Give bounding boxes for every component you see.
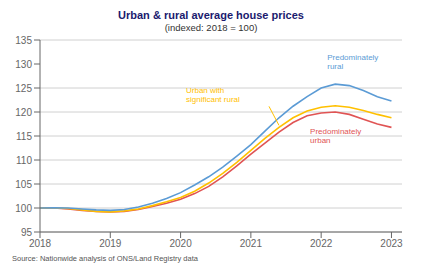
svg-text:Urban withsignificant rural: Urban withsignificant rural [186,86,240,104]
svg-text:125: 125 [15,83,32,94]
html-text:Urban & rural average house pr: Urban & rural average house prices [118,9,304,21]
svg-text:115: 115 [16,131,32,142]
html-text:Source: Nationwide analysis of: Source: Nationwide analysis of ONS/Land … [12,254,198,263]
svg-text:2018: 2018 [29,238,52,249]
svg-text:105: 105 [15,179,32,190]
svg-text:2021: 2021 [240,238,263,249]
svg-text:2019: 2019 [99,238,122,249]
svg-text:2020: 2020 [169,238,192,249]
html-text:(indexed: 2018 = 100): (indexed: 2018 = 100) [164,22,258,33]
svg-text:2023: 2023 [380,238,403,249]
svg-text:135: 135 [15,35,32,46]
svg-text:Predominatelyrural: Predominatelyrural [327,53,378,71]
svg-text:100: 100 [15,203,32,214]
svg-text:130: 130 [15,59,32,70]
svg-text:2022: 2022 [310,238,333,249]
svg-text:95: 95 [21,227,33,238]
svg-text:120: 120 [15,107,32,118]
svg-text:110: 110 [16,155,32,166]
svg-text:Predominatelyurban: Predominatelyurban [310,127,361,145]
